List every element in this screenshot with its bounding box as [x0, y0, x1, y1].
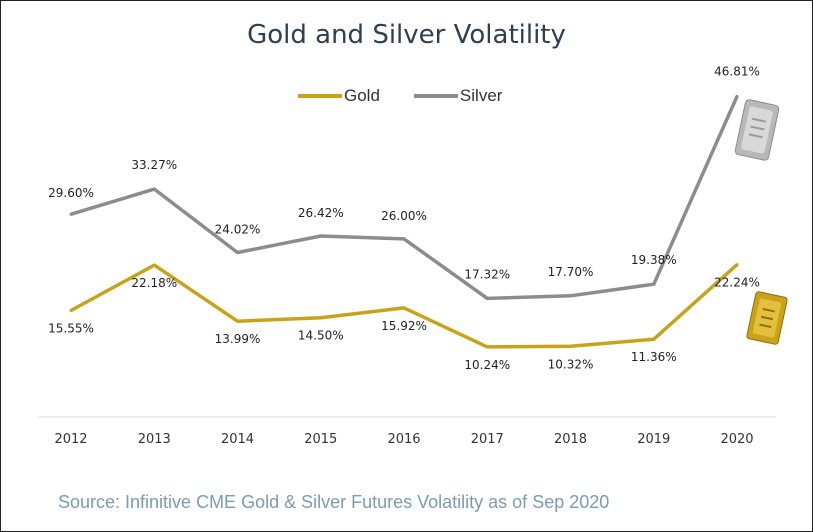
x-tick-label: 2013 [138, 432, 171, 447]
data-labels-layer: 15.55% 22.18% 13.99% 14.50% 15.92% 10.24% 10.3… [48, 64, 760, 372]
data-label-silver: 17.70% [548, 265, 594, 279]
data-label-silver: 19.38% [631, 253, 677, 267]
x-tick-label: 2017 [471, 432, 504, 447]
data-label-silver: 46.81% [714, 64, 760, 78]
data-label-gold: 11.36% [631, 350, 677, 364]
chart-legend: Gold Silver [298, 86, 536, 106]
data-label-silver: 17.32% [464, 267, 510, 281]
data-point-gold [402, 306, 406, 310]
data-point-silver [152, 187, 156, 191]
x-tick-labels-layer: 2012 2013 2014 2015 2016 2017 2018 2019 2020 [54, 432, 753, 447]
data-label-gold: 15.55% [48, 321, 94, 335]
data-point-silver [319, 234, 323, 238]
chart-title: Gold and Silver Volatility [247, 20, 566, 50]
data-point-gold [319, 316, 323, 320]
data-label-silver: 26.42% [298, 206, 344, 220]
data-point-silver [485, 296, 489, 300]
x-tick-label: 2019 [637, 432, 670, 447]
legend-item-silver: Silver [413, 86, 503, 106]
x-tick-label: 2014 [221, 432, 254, 447]
data-point-gold [735, 263, 739, 267]
data-label-gold: 13.99% [215, 332, 261, 346]
x-tick-label: 2016 [387, 432, 420, 447]
data-label-silver: 29.60% [48, 186, 94, 200]
data-point-silver [236, 250, 239, 254]
series-line-silver [70, 95, 739, 301]
x-tick-label: 2012 [54, 432, 87, 447]
data-label-gold: 22.24% [714, 276, 760, 290]
data-point-gold [236, 319, 239, 323]
silver-bar-icon [734, 99, 780, 161]
legend-item-gold: Gold [298, 86, 380, 106]
x-tick-label: 2018 [554, 432, 587, 447]
data-point-silver [69, 212, 73, 216]
data-label-gold: 22.18% [131, 276, 177, 290]
series-layer [69, 94, 739, 349]
legend-label-silver: Silver [459, 86, 503, 105]
data-point-gold [69, 308, 73, 312]
data-point-silver [569, 294, 572, 298]
data-label-gold: 15.92% [381, 319, 427, 333]
data-label-gold: 14.50% [298, 329, 344, 343]
data-point-silver [402, 237, 406, 241]
x-tick-label: 2020 [720, 432, 753, 447]
data-label-silver: 33.27% [131, 158, 177, 172]
source-note: Source: Infinitive CME Gold & Silver Fut… [58, 492, 610, 512]
data-label-gold: 10.24% [464, 358, 510, 372]
gold-bar-icon [746, 291, 788, 345]
data-label-silver: 26.00% [381, 209, 427, 223]
data-point-silver [735, 94, 739, 98]
data-label-silver: 24.02% [215, 222, 261, 236]
data-point-gold [485, 345, 489, 349]
legend-label-gold: Gold [344, 86, 380, 105]
data-point-silver [652, 282, 656, 286]
data-point-gold [652, 337, 656, 341]
x-tick-label: 2015 [304, 432, 337, 447]
data-label-gold: 10.32% [548, 357, 594, 371]
data-point-gold [569, 344, 572, 348]
data-point-gold [152, 263, 156, 267]
legend-swatch-silver [413, 94, 458, 98]
legend-swatch-gold [298, 94, 342, 98]
